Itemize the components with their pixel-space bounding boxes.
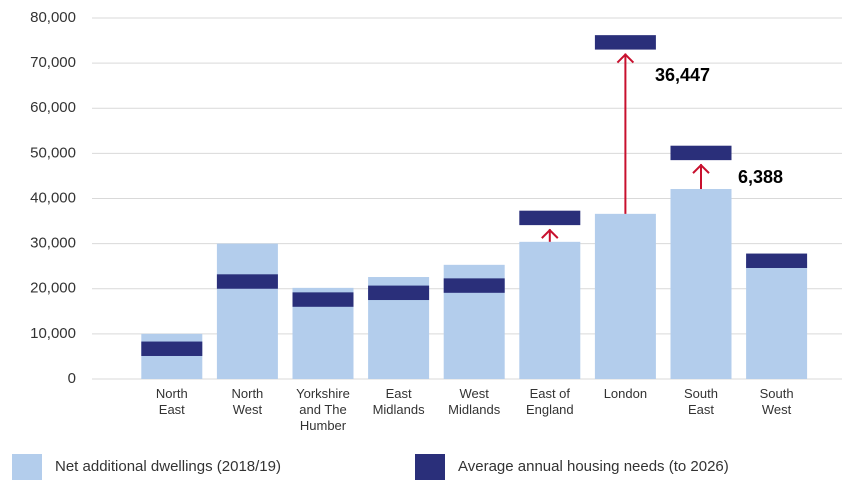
x-tick-label: South West <box>760 386 794 417</box>
y-tick-label: 40,000 <box>30 189 76 206</box>
need-marker <box>519 210 581 226</box>
legend-label: Average annual housing needs (to 2026) <box>458 458 729 475</box>
gap-arrow-head <box>616 53 635 64</box>
need-marker <box>443 278 505 293</box>
legend-swatch <box>12 454 42 480</box>
y-tick-label: 50,000 <box>30 144 76 161</box>
gap-arrow-head <box>692 163 710 174</box>
y-tick-label: 20,000 <box>30 280 76 297</box>
need-marker <box>292 292 354 307</box>
y-tick-label: 60,000 <box>30 99 76 116</box>
x-tick-label: London <box>604 386 647 401</box>
x-tick-label: South East <box>684 386 718 417</box>
bar <box>670 189 732 379</box>
y-tick-label: 30,000 <box>30 235 76 252</box>
need-marker <box>368 285 430 301</box>
bar <box>519 241 581 379</box>
bar <box>746 261 808 379</box>
need-marker <box>216 274 278 289</box>
legend-swatch <box>415 454 445 480</box>
y-tick-label: 80,000 <box>30 9 76 26</box>
bar <box>141 333 203 379</box>
y-tick-label: 0 <box>68 370 76 387</box>
x-tick-label: Yorkshire and The Humber <box>296 386 350 433</box>
x-tick-label: North West <box>232 386 264 417</box>
need-marker <box>141 341 203 356</box>
x-tick-label: East Midlands <box>373 386 426 417</box>
gap-arrow-head <box>541 228 559 239</box>
x-tick-label: West Midlands <box>448 386 501 417</box>
y-tick-label: 10,000 <box>30 325 76 342</box>
need-marker <box>670 145 732 161</box>
legend-label: Net additional dwellings (2018/19) <box>55 458 281 475</box>
y-tick-label: 70,000 <box>30 54 76 71</box>
annotation: 6,388 <box>738 167 783 187</box>
need-marker <box>746 253 808 268</box>
need-marker <box>594 35 656 50</box>
bar <box>216 243 278 379</box>
bar <box>594 213 656 379</box>
x-tick-label: East of England <box>526 386 574 417</box>
annotation: 36,447 <box>655 65 710 85</box>
x-tick-label: North East <box>156 386 188 417</box>
